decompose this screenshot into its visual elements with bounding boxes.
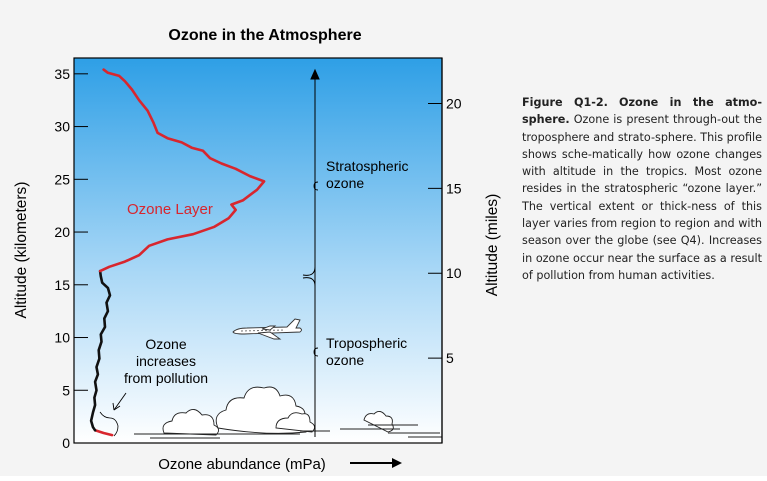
y-right-tick-label: 20 [446, 95, 462, 111]
pollution-annotation: Ozone increases from pollution [124, 336, 208, 386]
ozone-series-line [93, 428, 114, 437]
ozone-series-line [89, 269, 112, 432]
trop-label-line1: Tropospheric [326, 335, 407, 351]
ozone-profile [89, 68, 266, 437]
clouds-illustration [162, 386, 394, 436]
pollution-arrow [99, 392, 127, 437]
y-tick-label: 5 [62, 382, 70, 398]
ozone-series-line [98, 68, 266, 273]
trop-label-line2: ozone [326, 352, 364, 368]
x-axis-label: Ozone abundance (mPa) [158, 456, 326, 473]
figure-caption: Figure Q1-2. Ozone in the atmo-sphere. O… [522, 94, 762, 284]
strat-label-line2: ozone [326, 175, 364, 191]
strat-label-line1: Stratospheric [326, 158, 408, 174]
pollution-label-line3: from pollution [124, 370, 208, 386]
pollution-label-line1: Ozone [145, 336, 186, 352]
y-tick-label: 15 [54, 277, 70, 293]
y-tick-label: 10 [54, 330, 70, 346]
caption-figure-title: Ozone in the atmo-sphere. [522, 96, 763, 127]
y-tick-label: 25 [54, 171, 70, 187]
tropospheric-label: Tropospheric ozone [326, 335, 407, 368]
pollution-label-line2: increases [136, 353, 196, 369]
caption-figure-label: Figure Q1-2. [522, 96, 608, 109]
y-tick-label: 20 [54, 224, 70, 240]
y-tick-label: 30 [54, 119, 70, 135]
airplane-icon [232, 318, 302, 340]
y-tick-label: 0 [62, 435, 70, 451]
ground-lines [134, 424, 442, 439]
x-axis-arrow [350, 458, 402, 468]
y-right-tick-label: 5 [446, 350, 454, 366]
y-right-tick-label: 15 [446, 180, 462, 196]
plot-area [73, 57, 443, 444]
y-axis-right-label: Altitude (miles) [484, 194, 501, 297]
layer-brace [302, 68, 320, 437]
y-axis-label: Altitude (kilometers) [13, 182, 30, 319]
ozone-layer-label: Ozone Layer [127, 201, 213, 218]
caption-body: Ozone is present through-out the troposp… [522, 113, 762, 282]
chart-title: Ozone in the Atmosphere [168, 27, 361, 44]
y-right-tick-label: 10 [446, 265, 462, 281]
y-tick-label: 35 [54, 66, 70, 82]
stratospheric-label: Stratospheric ozone [326, 158, 408, 191]
